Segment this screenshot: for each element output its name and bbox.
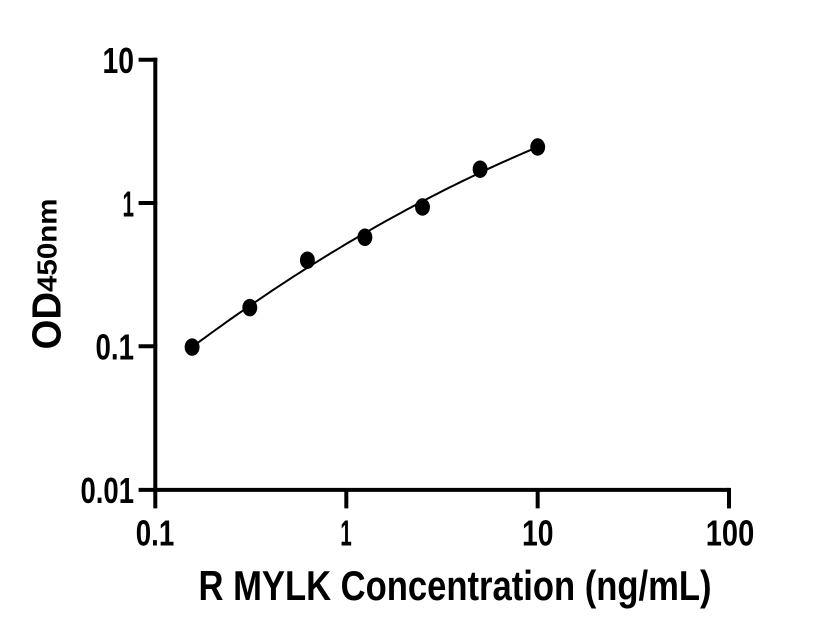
- svg-text:100: 100: [706, 513, 755, 554]
- svg-text:0.01: 0.01: [81, 470, 135, 511]
- svg-text:10: 10: [103, 40, 135, 81]
- svg-text:10: 10: [522, 513, 554, 554]
- svg-text:0.1: 0.1: [96, 327, 135, 368]
- svg-text:R MYLK Concentration (ng/mL): R MYLK Concentration (ng/mL): [199, 562, 712, 609]
- svg-text:1: 1: [123, 183, 135, 224]
- svg-text:OD450nm: OD450nm: [24, 199, 70, 350]
- svg-text:0.1: 0.1: [136, 513, 175, 554]
- svg-text:1: 1: [340, 513, 352, 554]
